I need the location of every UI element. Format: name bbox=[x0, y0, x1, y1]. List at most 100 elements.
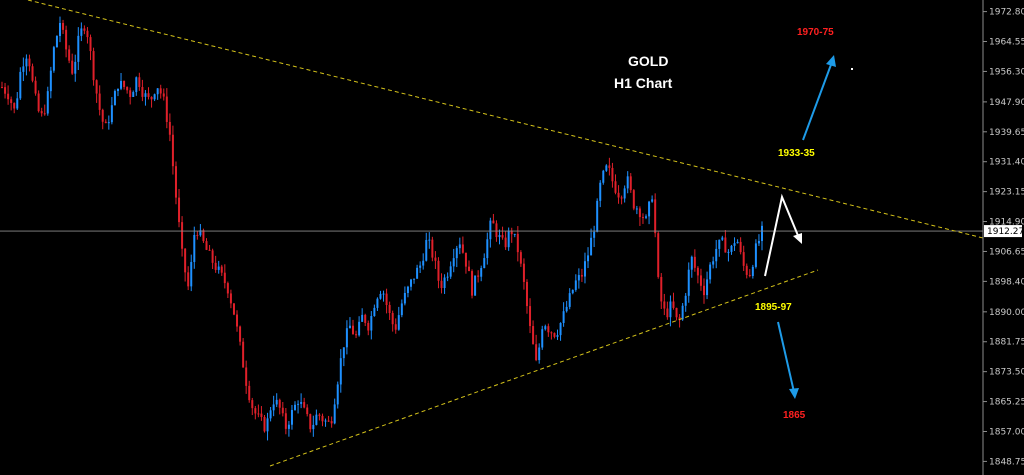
y-tick-label: 1848.75 bbox=[989, 457, 1024, 467]
candle-body bbox=[583, 261, 586, 277]
candle-body bbox=[437, 260, 440, 281]
candle-body bbox=[471, 271, 474, 296]
candle-body bbox=[461, 244, 464, 253]
candle-body bbox=[355, 334, 358, 336]
candle-body bbox=[278, 399, 281, 408]
candle-body bbox=[663, 301, 666, 309]
candle-body bbox=[205, 241, 208, 250]
candle-body bbox=[446, 276, 449, 278]
candle-body bbox=[68, 49, 71, 61]
candle-body bbox=[71, 60, 74, 74]
candle-body bbox=[449, 266, 452, 277]
up-arrow bbox=[802, 55, 836, 141]
candle-body bbox=[593, 231, 596, 238]
y-tick-label: 1956.30 bbox=[989, 67, 1024, 77]
candle-body bbox=[40, 111, 43, 114]
candle-body bbox=[641, 217, 644, 219]
candle-body bbox=[321, 415, 324, 422]
candle-body bbox=[568, 293, 571, 307]
candle-body bbox=[565, 306, 568, 312]
candle-body bbox=[333, 404, 336, 424]
candle-body bbox=[236, 314, 239, 327]
candle-body bbox=[306, 407, 309, 415]
candle-body bbox=[382, 293, 385, 295]
candle-body bbox=[181, 222, 184, 249]
candle-body bbox=[77, 35, 80, 62]
candle-body bbox=[263, 416, 266, 432]
candle-body bbox=[178, 197, 181, 223]
candle-body bbox=[120, 80, 123, 89]
candle-body bbox=[376, 298, 379, 308]
current-price-box-bg bbox=[984, 225, 1022, 238]
candle-body bbox=[391, 312, 394, 325]
candle-body bbox=[721, 237, 724, 240]
candle-body bbox=[422, 260, 425, 266]
candle-body bbox=[34, 80, 37, 94]
candle-body bbox=[672, 301, 675, 308]
candle-body bbox=[654, 199, 657, 234]
candle-body bbox=[165, 96, 168, 122]
candle-body bbox=[516, 233, 519, 253]
marker-dot bbox=[851, 68, 853, 70]
candle-body bbox=[361, 314, 364, 322]
y-tick-label: 1857.00 bbox=[989, 427, 1024, 437]
candle-body bbox=[245, 367, 248, 386]
candle-body bbox=[611, 167, 614, 182]
candle-body bbox=[632, 190, 635, 209]
candle-body bbox=[599, 182, 602, 201]
candle-body bbox=[706, 279, 709, 296]
candle-body bbox=[724, 237, 727, 253]
candle-body bbox=[336, 384, 339, 405]
candle-body bbox=[373, 307, 376, 317]
candle-body bbox=[657, 233, 660, 277]
candle-body bbox=[19, 71, 22, 99]
candle-body bbox=[110, 105, 113, 123]
candle-body bbox=[156, 88, 159, 95]
down-arrow-shaft bbox=[777, 321, 795, 393]
candle-body bbox=[37, 93, 40, 112]
candle-body bbox=[464, 252, 467, 267]
upper-target-label: 1970-75 bbox=[797, 27, 834, 38]
candle-body bbox=[687, 269, 690, 296]
candle-body bbox=[138, 77, 141, 88]
candle-body bbox=[403, 292, 406, 304]
y-tick-label: 1898.40 bbox=[989, 277, 1024, 287]
candle-body bbox=[525, 281, 528, 307]
candle-body bbox=[86, 30, 89, 38]
candle-body bbox=[519, 252, 522, 264]
candle-body bbox=[113, 91, 116, 106]
candle-body bbox=[651, 199, 654, 202]
candle-body bbox=[419, 265, 422, 268]
zigzag-head bbox=[793, 233, 802, 244]
candle-body bbox=[507, 230, 510, 248]
candle-body bbox=[666, 308, 669, 318]
y-tick-label: 1947.90 bbox=[989, 98, 1024, 108]
candle-body bbox=[330, 421, 333, 424]
candle-body bbox=[318, 414, 321, 416]
candle-body bbox=[214, 262, 217, 270]
y-tick-label: 1881.75 bbox=[989, 338, 1024, 348]
candle-body bbox=[345, 328, 348, 348]
candle-body bbox=[620, 197, 623, 199]
candle-body bbox=[501, 235, 504, 238]
candle-body bbox=[266, 418, 269, 432]
candle-body bbox=[614, 181, 617, 193]
candle-body bbox=[229, 293, 232, 304]
candle-body bbox=[153, 94, 156, 100]
candle-body bbox=[532, 326, 535, 345]
candle-body bbox=[217, 266, 220, 270]
y-axis: 1972.80 1964.55 1956.30 1947.90 1939.65 1931.… bbox=[983, 8, 1024, 467]
candle-body bbox=[748, 274, 751, 277]
candle-body bbox=[80, 28, 83, 36]
candle-body bbox=[10, 99, 13, 104]
candle-body bbox=[559, 322, 562, 336]
candle-body bbox=[416, 267, 419, 279]
candle-body bbox=[596, 200, 599, 232]
candle-body bbox=[379, 293, 382, 299]
candle-body bbox=[580, 275, 583, 277]
candle-body bbox=[635, 208, 638, 210]
candle-body bbox=[489, 220, 492, 240]
candle-body bbox=[388, 304, 391, 313]
candle-body bbox=[571, 289, 574, 294]
candle-body bbox=[693, 256, 696, 268]
